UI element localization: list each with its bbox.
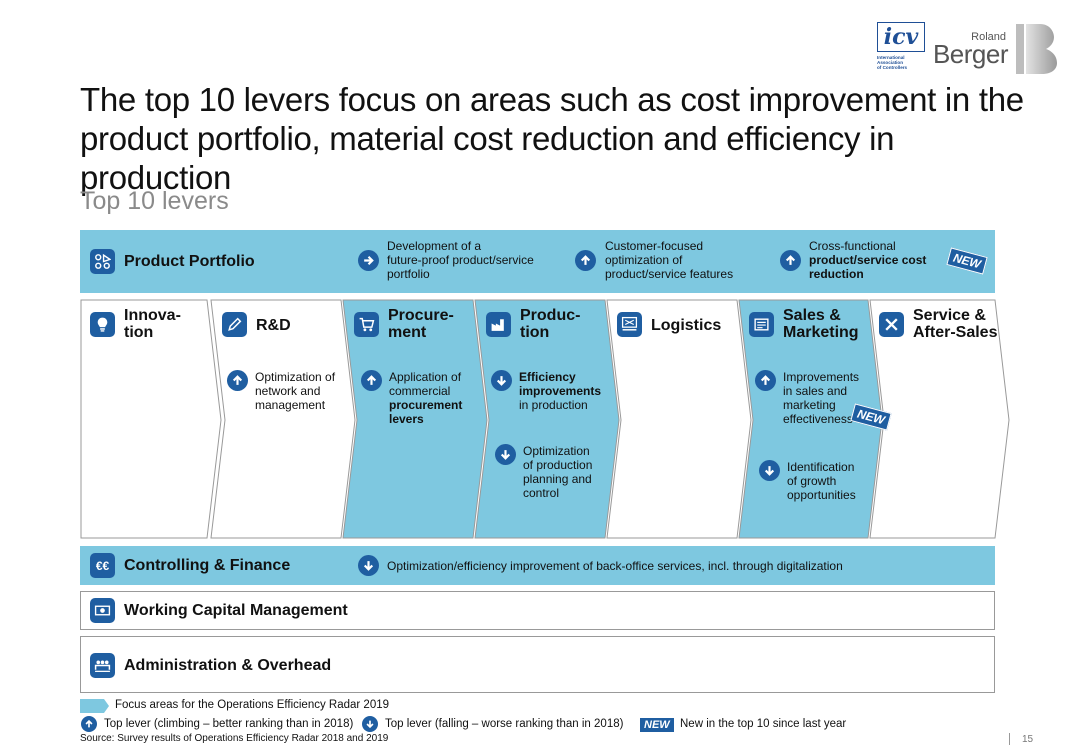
arrow-up-icon	[575, 250, 596, 271]
legend-arrow-up-icon	[81, 716, 97, 732]
procurement-chevron	[342, 299, 488, 539]
icv-logo: icv International Association of Control…	[877, 22, 927, 74]
logistics-label: Logistics	[651, 317, 722, 334]
focus-legend-swatch	[80, 699, 109, 713]
procurement-label: Procure-ment	[388, 307, 454, 341]
source-note: Source: Survey results of Operations Eff…	[80, 733, 389, 744]
production-label: Produc-tion	[520, 307, 581, 341]
people-icon	[90, 653, 115, 678]
arrow-down-icon	[759, 460, 780, 481]
administration-label: Administration & Overhead	[124, 657, 332, 674]
lever-cross-functional-cost-reduction: Cross-functional product/service cost re…	[809, 239, 927, 281]
lever-production-planning: Optimization of production planning and co…	[523, 444, 593, 500]
legend-new-text: New in the top 10 since last year	[680, 718, 847, 730]
page-title: The top 10 levers focus on areas such as…	[80, 81, 1024, 196]
working-capital-band: Working Capital Management	[80, 591, 995, 630]
arrow-down-icon	[491, 370, 512, 391]
rd-chevron	[210, 299, 356, 539]
working-capital-label: Working Capital Management	[124, 602, 348, 619]
administration-band: Administration & Overhead	[80, 636, 995, 693]
lightbulb-icon	[90, 312, 115, 337]
product-portfolio-label: Product Portfolio	[124, 253, 255, 270]
arrow-right-icon	[358, 250, 379, 271]
legend-new-badge: NEW	[639, 717, 675, 733]
page-number: 15	[1022, 734, 1034, 745]
rd-label: R&D	[256, 317, 291, 334]
factory-icon	[486, 312, 511, 337]
brochure-icon	[749, 312, 774, 337]
logistics-chevron	[606, 299, 752, 539]
legend-focus-text: Focus areas for the Operations Efficienc…	[115, 699, 390, 711]
lever-sales-effectiveness: Improvements in sales and marketing effect…	[783, 370, 860, 426]
sales-chevron	[738, 299, 883, 539]
controlling-finance-label: Controlling & Finance	[124, 557, 291, 574]
arrow-up-icon	[755, 370, 776, 391]
rb-roland-text: Roland	[971, 31, 1006, 43]
tools-icon	[879, 312, 904, 337]
legend-up-text: Top lever (climbing – better ranking tha…	[104, 718, 354, 730]
euro-icon: €€	[90, 553, 115, 578]
lever-growth-opportunities: Identification of growth opportunities	[787, 460, 856, 502]
lever-network-management: Optimization of network and management	[255, 370, 336, 412]
production-focus-bg	[475, 300, 619, 538]
production-chevron	[474, 299, 620, 539]
portfolio-icon	[90, 249, 115, 274]
rb-berger-text: Berger	[932, 39, 1009, 69]
conveyor-icon	[617, 312, 642, 337]
pen-icon	[222, 312, 247, 337]
lever-customer-focused-optimization: Customer-focused optimization of product…	[605, 239, 734, 281]
icv-mark: icv	[877, 22, 925, 52]
service-label: Service & After-Sales	[913, 307, 998, 341]
icv-sub: International Association of Controllers	[877, 55, 908, 71]
lever-production-efficiency: Efficiency improvements in production	[519, 370, 602, 412]
cart-icon	[354, 312, 379, 337]
legend-down-text: Top lever (falling – worse ranking than …	[385, 718, 624, 730]
new-badge: NEW	[946, 247, 988, 275]
money-icon	[90, 598, 115, 623]
lever-future-proof-portfolio: Development of a future-proof product/se…	[387, 239, 534, 281]
arrow-down-icon	[358, 555, 379, 576]
page-divider	[1009, 733, 1010, 745]
lever-procurement: Application of commercial procurement leve…	[389, 370, 463, 426]
legend-arrow-down-icon	[362, 716, 378, 732]
arrow-down-icon	[495, 444, 516, 465]
innovation-chevron	[80, 299, 222, 539]
subtitle: Top 10 levers	[80, 187, 229, 215]
product-portfolio-band: Product Portfolio Development of a futur…	[80, 230, 995, 293]
rb-b-icon	[1016, 24, 1057, 74]
arrow-up-icon	[780, 250, 801, 271]
arrow-up-icon	[361, 370, 382, 391]
innovation-label: Innova-tion	[124, 307, 181, 341]
procurement-focus-bg	[343, 300, 487, 538]
sales-label: Sales & Marketing	[783, 307, 859, 341]
roland-berger-logo: Roland Berger	[933, 22, 1058, 76]
arrow-up-icon	[227, 370, 248, 391]
controlling-finance-band: €€ Controlling & Finance Optimization/ef…	[80, 546, 995, 585]
lever-back-office: Optimization/efficiency improvement of b…	[387, 559, 843, 573]
